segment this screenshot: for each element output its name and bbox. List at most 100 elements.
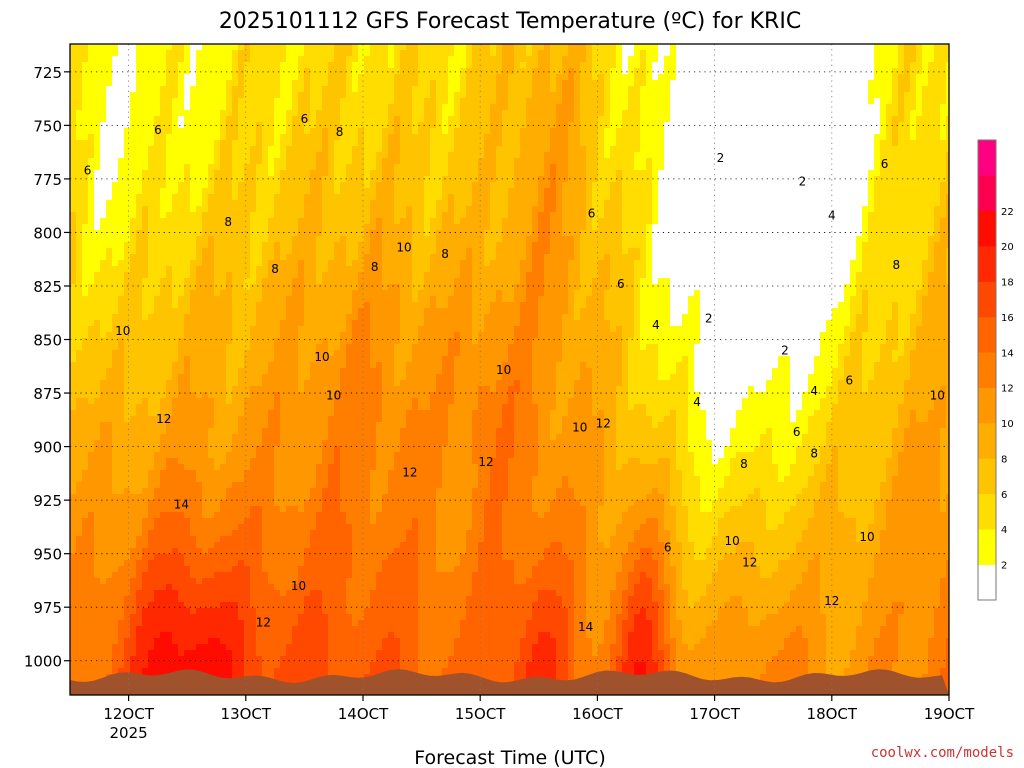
field-cell: [790, 242, 797, 249]
field-cell: [784, 182, 791, 189]
field-cell: [868, 200, 875, 207]
field-cell: [226, 176, 233, 183]
field-cell: [490, 170, 497, 177]
field-cell: [772, 62, 779, 69]
field-cell: [160, 128, 167, 135]
field-cell: [568, 80, 575, 87]
field-cell: [562, 218, 569, 225]
field-cell: [748, 98, 755, 105]
field-cell: [808, 188, 815, 195]
field-cell: [280, 104, 287, 111]
field-cell: [598, 128, 605, 135]
field-cell: [298, 50, 305, 57]
field-cell: [544, 80, 551, 87]
field-cell: [790, 128, 797, 135]
field-cell: [634, 104, 641, 111]
field-cell: [574, 146, 581, 153]
field-cell: [250, 206, 257, 213]
field-cell: [268, 236, 275, 243]
field-cell: [412, 230, 419, 237]
field-cell: [826, 164, 833, 171]
field-cell: [808, 224, 815, 231]
field-cell: [142, 68, 149, 75]
field-cell: [838, 218, 845, 225]
field-cell: [448, 212, 455, 219]
field-cell: [376, 128, 383, 135]
field-cell: [790, 164, 797, 171]
field-cell: [538, 98, 545, 105]
field-cell: [466, 80, 473, 87]
field-cell: [580, 146, 587, 153]
field-cell: [412, 212, 419, 219]
field-cell: [430, 176, 437, 183]
field-cell: [436, 212, 443, 219]
field-cell: [394, 170, 401, 177]
field-cell: [460, 146, 467, 153]
field-cell: [154, 194, 161, 201]
field-cell: [460, 140, 467, 147]
field-cell: [76, 134, 83, 141]
field-cell: [88, 146, 95, 153]
field-cell: [316, 182, 323, 189]
field-cell: [502, 74, 509, 81]
field-cell: [790, 236, 797, 243]
field-cell: [178, 218, 185, 225]
field-cell: [406, 224, 413, 231]
field-cell: [508, 236, 515, 243]
field-cell: [682, 170, 689, 177]
field-cell: [220, 44, 227, 51]
field-cell: [880, 128, 887, 135]
field-cell: [778, 182, 785, 189]
field-cell: [400, 50, 407, 57]
field-cell: [814, 170, 821, 177]
field-cell: [592, 194, 599, 201]
field-cell: [196, 236, 203, 243]
field-cell: [808, 50, 815, 57]
field-cell: [304, 116, 311, 123]
field-cell: [646, 140, 653, 147]
field-cell: [454, 62, 461, 69]
field-cell: [124, 44, 131, 51]
field-cell: [160, 194, 167, 201]
field-cell: [646, 122, 653, 129]
field-cell: [304, 170, 311, 177]
field-cell: [274, 152, 281, 159]
field-cell: [880, 140, 887, 147]
field-cell: [712, 158, 719, 165]
field-cell: [736, 140, 743, 147]
field-cell: [196, 164, 203, 171]
field-cell: [118, 92, 125, 99]
field-cell: [454, 44, 461, 51]
field-cell: [484, 110, 491, 117]
field-cell: [916, 140, 923, 147]
field-cell: [178, 236, 185, 243]
field-cell: [556, 68, 563, 75]
field-cell: [562, 182, 569, 189]
field-cell: [778, 194, 785, 201]
field-cell: [184, 212, 191, 219]
field-cell: [586, 140, 593, 147]
field-cell: [370, 188, 377, 195]
field-cell: [520, 146, 527, 153]
field-cell: [352, 92, 359, 99]
field-cell: [364, 80, 371, 87]
field-cell: [730, 152, 737, 159]
field-cell: [490, 182, 497, 189]
field-cell: [820, 188, 827, 195]
field-cell: [634, 164, 641, 171]
field-cell: [538, 158, 545, 165]
field-cell: [622, 74, 629, 81]
field-cell: [274, 68, 281, 75]
field-cell: [706, 74, 713, 81]
field-cell: [724, 152, 731, 159]
field-cell: [802, 224, 809, 231]
field-cell: [100, 176, 107, 183]
field-cell: [352, 242, 359, 249]
field-cell: [748, 140, 755, 147]
field-cell: [556, 86, 563, 93]
field-cell: [70, 128, 77, 135]
field-cell: [448, 218, 455, 225]
field-cell: [886, 200, 893, 207]
field-cell: [934, 200, 941, 207]
field-cell: [154, 170, 161, 177]
